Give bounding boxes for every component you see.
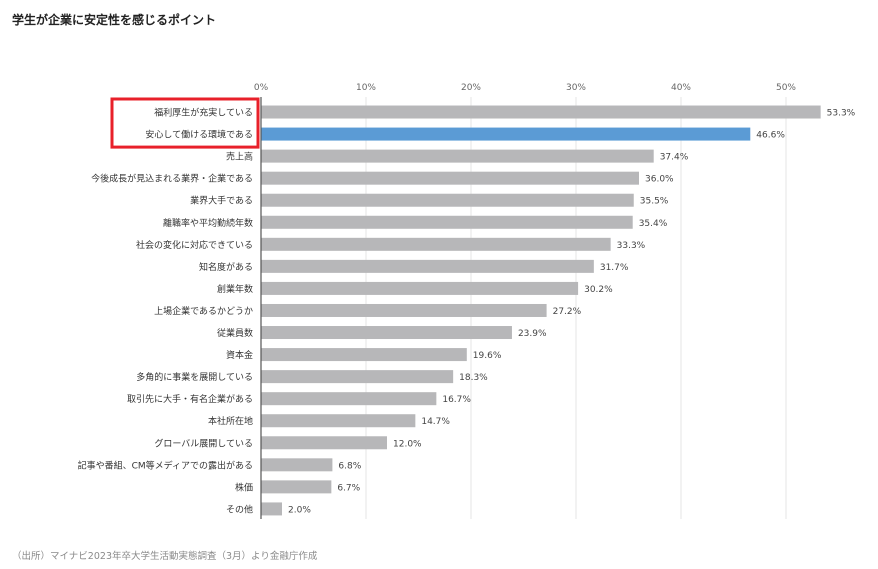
x-tick-label: 0% bbox=[254, 83, 269, 93]
value-label: 18.3% bbox=[459, 373, 488, 383]
value-label: 31.7% bbox=[600, 263, 629, 273]
bar bbox=[261, 502, 282, 516]
value-label: 37.4% bbox=[660, 153, 689, 163]
category-label: 取引先に大手・有名企業がある bbox=[127, 393, 253, 405]
value-label: 36.0% bbox=[645, 175, 674, 185]
x-tick-label: 30% bbox=[566, 83, 586, 93]
bar bbox=[261, 458, 333, 472]
x-tick-label: 40% bbox=[671, 83, 691, 93]
category-label: 上場企業であるかどうか bbox=[154, 305, 253, 317]
value-label: 16.7% bbox=[442, 395, 471, 405]
value-label: 6.8% bbox=[338, 461, 361, 471]
value-label: 6.7% bbox=[337, 483, 360, 493]
category-label: その他 bbox=[226, 503, 253, 515]
bar bbox=[261, 436, 387, 450]
bar bbox=[261, 259, 594, 273]
category-label: グローバル展開している bbox=[154, 437, 253, 449]
x-tick-label: 10% bbox=[356, 83, 376, 93]
category-label: 業界大手である bbox=[190, 195, 253, 207]
category-label: 株価 bbox=[235, 481, 253, 493]
bar bbox=[261, 348, 467, 362]
value-label: 53.3% bbox=[827, 109, 856, 119]
bar bbox=[261, 414, 416, 428]
source-note: （出所）マイナビ2023年卒大学生活動実態調査（3月）より金融庁作成 bbox=[12, 551, 318, 562]
bar bbox=[261, 370, 454, 384]
value-label: 2.0% bbox=[288, 505, 311, 515]
category-label: 今後成長が見込まれる業界・企業である bbox=[91, 173, 253, 185]
value-label: 14.7% bbox=[421, 417, 450, 427]
category-label: 福利厚生が充実している bbox=[154, 107, 253, 119]
x-tick-label: 50% bbox=[776, 83, 796, 93]
value-label: 35.5% bbox=[640, 197, 669, 207]
category-label: 従業員数 bbox=[217, 327, 253, 339]
value-label: 23.9% bbox=[518, 329, 547, 339]
category-label: 記事や番組、CM等メディアでの露出がある bbox=[78, 459, 253, 471]
bar bbox=[261, 171, 639, 185]
bar bbox=[261, 392, 437, 406]
value-label: 35.4% bbox=[639, 219, 668, 229]
x-tick-label: 20% bbox=[461, 83, 481, 93]
value-label: 27.2% bbox=[553, 307, 582, 317]
bar bbox=[261, 480, 332, 494]
category-label: 多角的に事業を展開している bbox=[136, 371, 253, 383]
bar bbox=[261, 281, 579, 295]
bar bbox=[261, 127, 751, 141]
bar bbox=[261, 105, 821, 119]
bar bbox=[261, 326, 512, 340]
category-label: 離職率や平均勤続年数 bbox=[163, 217, 253, 229]
value-label: 33.3% bbox=[617, 241, 646, 251]
value-label: 19.6% bbox=[473, 351, 502, 361]
category-label: 創業年数 bbox=[217, 283, 253, 295]
category-label: 社会の変化に対応できている bbox=[136, 239, 253, 251]
category-label: 売上高 bbox=[226, 151, 253, 163]
value-label: 30.2% bbox=[584, 285, 613, 295]
bar bbox=[261, 215, 633, 229]
value-label: 12.0% bbox=[393, 439, 422, 449]
value-label: 46.6% bbox=[756, 131, 785, 141]
chart-title: 学生が企業に安定性を感じるポイント bbox=[12, 13, 217, 27]
bar bbox=[261, 193, 634, 207]
bar bbox=[261, 237, 611, 251]
bar bbox=[261, 149, 654, 163]
highlight-box bbox=[110, 97, 260, 149]
category-label: 安心して働ける環境である bbox=[145, 129, 253, 141]
category-label: 知名度がある bbox=[199, 261, 253, 273]
category-label: 本社所在地 bbox=[208, 415, 253, 427]
category-label: 資本金 bbox=[226, 349, 253, 361]
bar bbox=[261, 303, 547, 317]
